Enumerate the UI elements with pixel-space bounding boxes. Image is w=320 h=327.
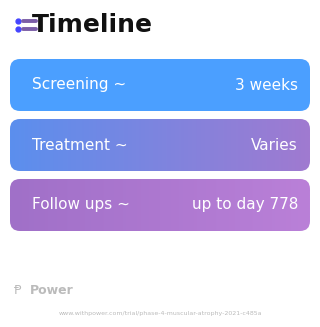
Text: www.withpower.com/trial/phase-4-muscular-atrophy-2021-c485a: www.withpower.com/trial/phase-4-muscular… (58, 311, 262, 316)
Text: up to day 778: up to day 778 (192, 198, 298, 213)
Text: Power: Power (30, 284, 74, 298)
Text: Screening ~: Screening ~ (32, 77, 126, 93)
Text: Follow ups ~: Follow ups ~ (32, 198, 130, 213)
Text: Ᵽ: Ᵽ (14, 284, 22, 298)
FancyBboxPatch shape (10, 59, 310, 111)
Text: 3 weeks: 3 weeks (235, 77, 298, 93)
Text: Timeline: Timeline (32, 13, 153, 37)
Text: Varies: Varies (251, 137, 298, 152)
Text: Treatment ~: Treatment ~ (32, 137, 128, 152)
